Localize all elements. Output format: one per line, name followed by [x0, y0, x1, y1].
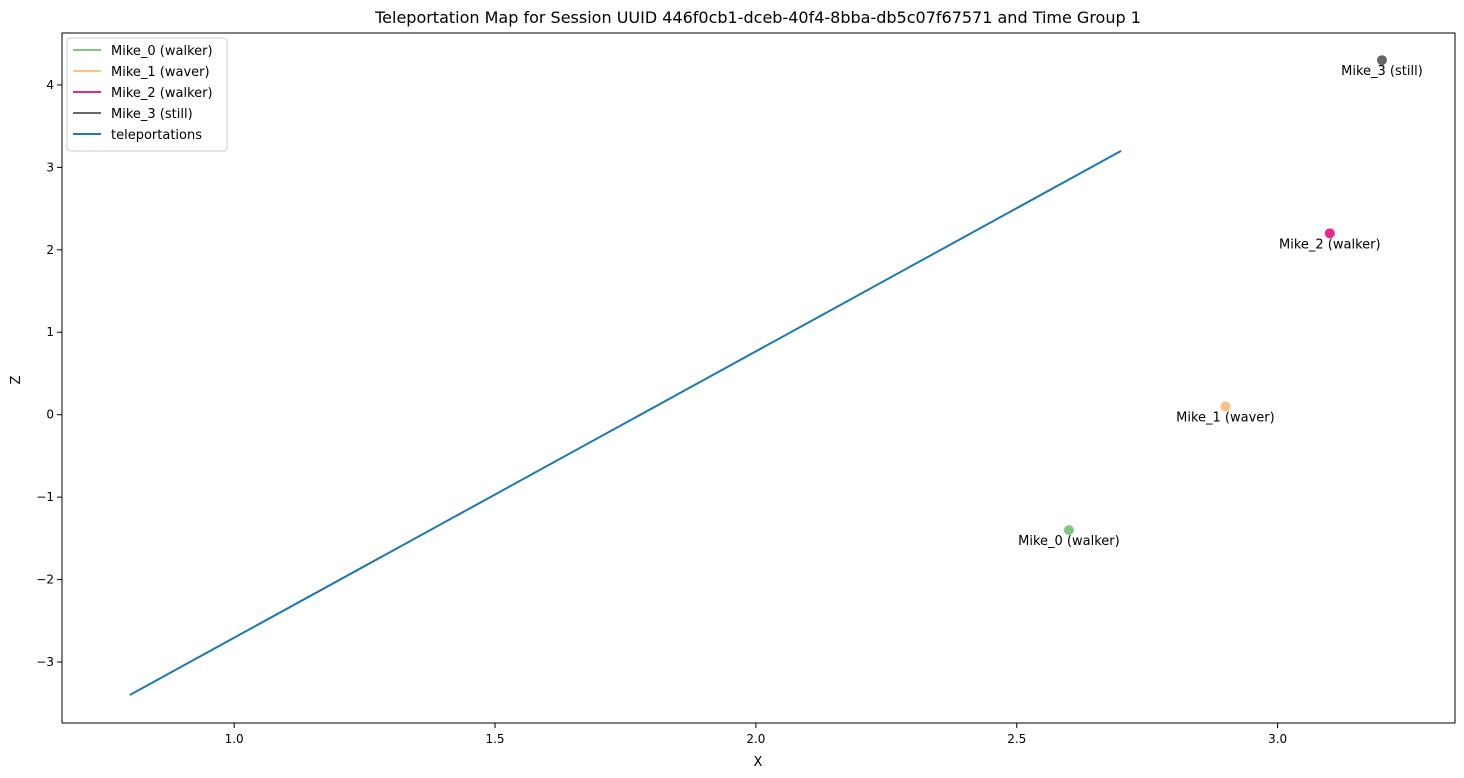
- legend-label-3: Mike_3 (still): [111, 107, 193, 122]
- data-point-0: [1063, 525, 1074, 536]
- x-tick-label-3: 2.5: [1007, 732, 1026, 746]
- x-tick-label-4: 3.0: [1268, 732, 1287, 746]
- y-axis-label: Z: [9, 375, 24, 384]
- x-tick-label-1: 1.5: [485, 732, 504, 746]
- y-tick-label-4: 1: [46, 325, 54, 339]
- legend: Mike_0 (walker) Mike_1 (waver) Mike_2 (wal…: [66, 37, 228, 152]
- x-tick-label-2: 2.0: [746, 732, 765, 746]
- chart-title: Teleportation Map for Session UUID 446f0…: [374, 8, 1141, 27]
- point-label-0: Mike_0 (walker): [1018, 534, 1120, 549]
- data-point-1: [1220, 401, 1231, 412]
- y-tick-label-6: 3: [46, 160, 54, 174]
- point-label-2: Mike_2 (walker): [1279, 237, 1381, 252]
- y-tick-label-7: 4: [46, 78, 54, 92]
- x-tick-label-0: 1.0: [225, 732, 244, 746]
- legend-label-0: Mike_0 (walker): [111, 44, 213, 59]
- plot-area: Mike_0 (walker) Mike_1 (waver) Mike_2 (wal…: [36, 32, 1456, 746]
- y-tick-label-2: −1: [36, 490, 54, 504]
- data-point-3: [1376, 55, 1387, 66]
- legend-label-2: Mike_2 (walker): [111, 86, 213, 101]
- point-label-3: Mike_3 (still): [1341, 64, 1423, 79]
- y-tick-label-5: 2: [46, 243, 54, 257]
- legend-label-4: teleportations: [111, 128, 202, 143]
- legend-label-1: Mike_1 (waver): [111, 65, 210, 80]
- series-line-0: [129, 150, 1122, 696]
- x-axis-label: X: [754, 755, 763, 770]
- legend-box: [66, 37, 228, 152]
- axes-frame: [61, 32, 1456, 724]
- point-label-1: Mike_1 (waver): [1176, 410, 1275, 425]
- y-tick-label-0: −3: [36, 655, 54, 669]
- data-point-2: [1324, 228, 1335, 239]
- y-tick-label-1: −2: [36, 573, 54, 587]
- y-tick-label-3: 0: [46, 408, 54, 422]
